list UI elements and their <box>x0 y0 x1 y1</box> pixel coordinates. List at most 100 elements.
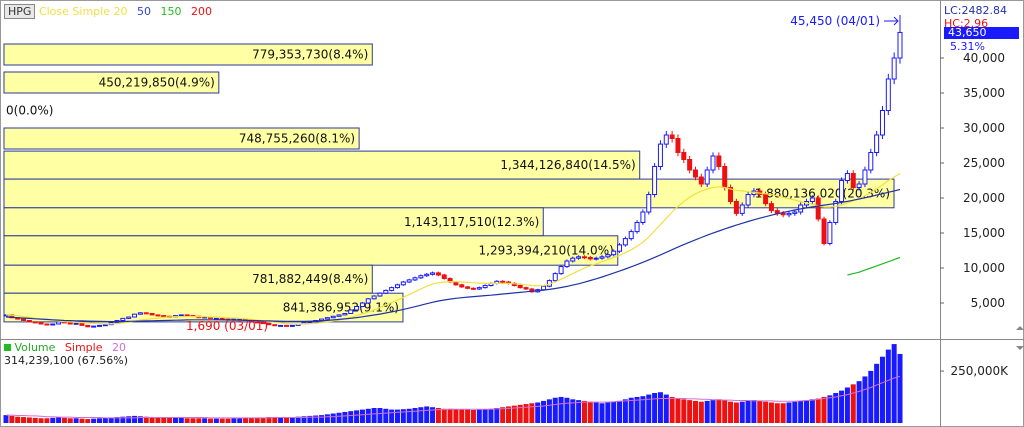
volume-bar <box>757 400 763 423</box>
volume-bar <box>400 409 406 423</box>
volume-bar <box>143 416 149 423</box>
volume-bar <box>336 412 342 423</box>
candle-up <box>599 256 605 259</box>
candle-up <box>786 212 792 216</box>
price-tick-label: 15,000 <box>963 226 1005 240</box>
candle-up <box>307 321 313 324</box>
candle-down <box>44 323 50 326</box>
candle-down <box>780 212 786 216</box>
candle-down <box>523 287 529 290</box>
hc-label: HC:2.96 <box>944 17 989 30</box>
candle-up <box>377 292 383 297</box>
volume-profile-label: 1,880,136,020(20.3%) <box>755 186 890 200</box>
volume-bar <box>32 417 38 423</box>
candle-down <box>459 284 465 288</box>
candle-up <box>400 281 406 286</box>
candle-up <box>657 143 663 168</box>
volume-bar <box>675 398 681 423</box>
candle-up <box>96 324 102 327</box>
volume-bar <box>114 417 120 423</box>
volume-bar <box>260 417 266 423</box>
volume-bar <box>73 418 79 423</box>
volume-bar <box>225 418 231 423</box>
candle-up <box>389 287 395 291</box>
volume-bar <box>657 392 663 423</box>
ma150-line <box>847 256 901 276</box>
candle-down <box>38 322 44 325</box>
candle-down <box>184 314 190 317</box>
volume-bar <box>488 408 494 423</box>
candle-up <box>482 285 488 289</box>
volume-bar <box>354 410 360 423</box>
candle-up <box>56 321 62 325</box>
volume-bar <box>511 405 517 423</box>
candle-down <box>669 134 675 139</box>
volume-bar <box>389 409 395 423</box>
volume-bar <box>628 397 634 423</box>
volume-bar <box>839 390 845 423</box>
volume-bar <box>237 418 243 423</box>
volume-bar <box>570 399 576 423</box>
candle-down <box>675 138 681 153</box>
volume-profile-label: 779,353,730(8.4%) <box>252 48 368 62</box>
volume-bar <box>137 416 143 423</box>
legend-p1: 20 <box>113 5 128 18</box>
volume-profile-bar <box>3 150 641 180</box>
volume-profile-bar <box>3 207 544 237</box>
volume-profile-label: 781,882,449(8.4%) <box>252 272 368 286</box>
legend-p4: 200 <box>190 5 212 18</box>
symbol-box[interactable]: HPG <box>4 4 36 19</box>
volume-bar <box>728 401 734 423</box>
volume-bar <box>149 417 155 423</box>
volume-bar <box>535 402 541 423</box>
volume-bar <box>669 396 675 423</box>
volume-bar <box>208 418 214 423</box>
candle-down <box>272 324 278 327</box>
volume-bar <box>774 403 780 423</box>
volume-bar <box>692 400 698 423</box>
candle-up <box>576 256 582 259</box>
candle-down <box>728 187 734 202</box>
candle-up <box>862 169 868 185</box>
volume-bar <box>184 418 190 423</box>
volume-bar <box>50 417 56 423</box>
candle-down <box>161 315 167 318</box>
price-tick-label: 5,000 <box>971 296 1005 310</box>
candle-down <box>441 274 447 279</box>
candle-up <box>809 197 815 202</box>
candle-down <box>815 197 821 220</box>
volume-bar <box>15 416 21 423</box>
scroll-down-icon <box>1016 346 1024 350</box>
volume-tick-label: 250,000K <box>951 364 1010 378</box>
price-tick-label: 10,000 <box>963 261 1005 275</box>
volume-profile-label: 1,344,126,840(14.5%) <box>500 158 635 172</box>
volume-bar <box>646 394 652 423</box>
legend-volume-kind: Simple <box>64 341 103 354</box>
candle-up <box>704 169 710 185</box>
candle-up <box>634 222 640 233</box>
candle-up <box>73 322 79 325</box>
volume-profile: 779,353,730(8.4%) 450,219,850(4.9%) 0(0.0%… <box>3 43 895 323</box>
ma20-line <box>5 172 901 325</box>
volume-bar <box>576 400 582 423</box>
candle-up <box>839 180 845 202</box>
volume-bar <box>587 401 593 423</box>
candle-down <box>266 322 272 326</box>
candle-up <box>406 279 412 283</box>
candle-up <box>278 324 284 327</box>
volume-bar <box>611 401 617 423</box>
ma50-line <box>5 188 901 323</box>
candle-down <box>453 281 459 286</box>
volume-profile-bar <box>3 71 220 94</box>
volume-bar <box>278 417 284 423</box>
candle-up <box>383 289 389 294</box>
volume-bar <box>482 409 488 423</box>
candle-up <box>652 166 658 195</box>
volume-bar <box>827 395 833 423</box>
candle-up <box>132 313 138 318</box>
volume-bar <box>763 401 769 423</box>
volume-bar <box>581 400 587 423</box>
volume-bar <box>196 418 202 423</box>
candle-up <box>710 155 716 171</box>
volume-bar <box>155 417 161 423</box>
